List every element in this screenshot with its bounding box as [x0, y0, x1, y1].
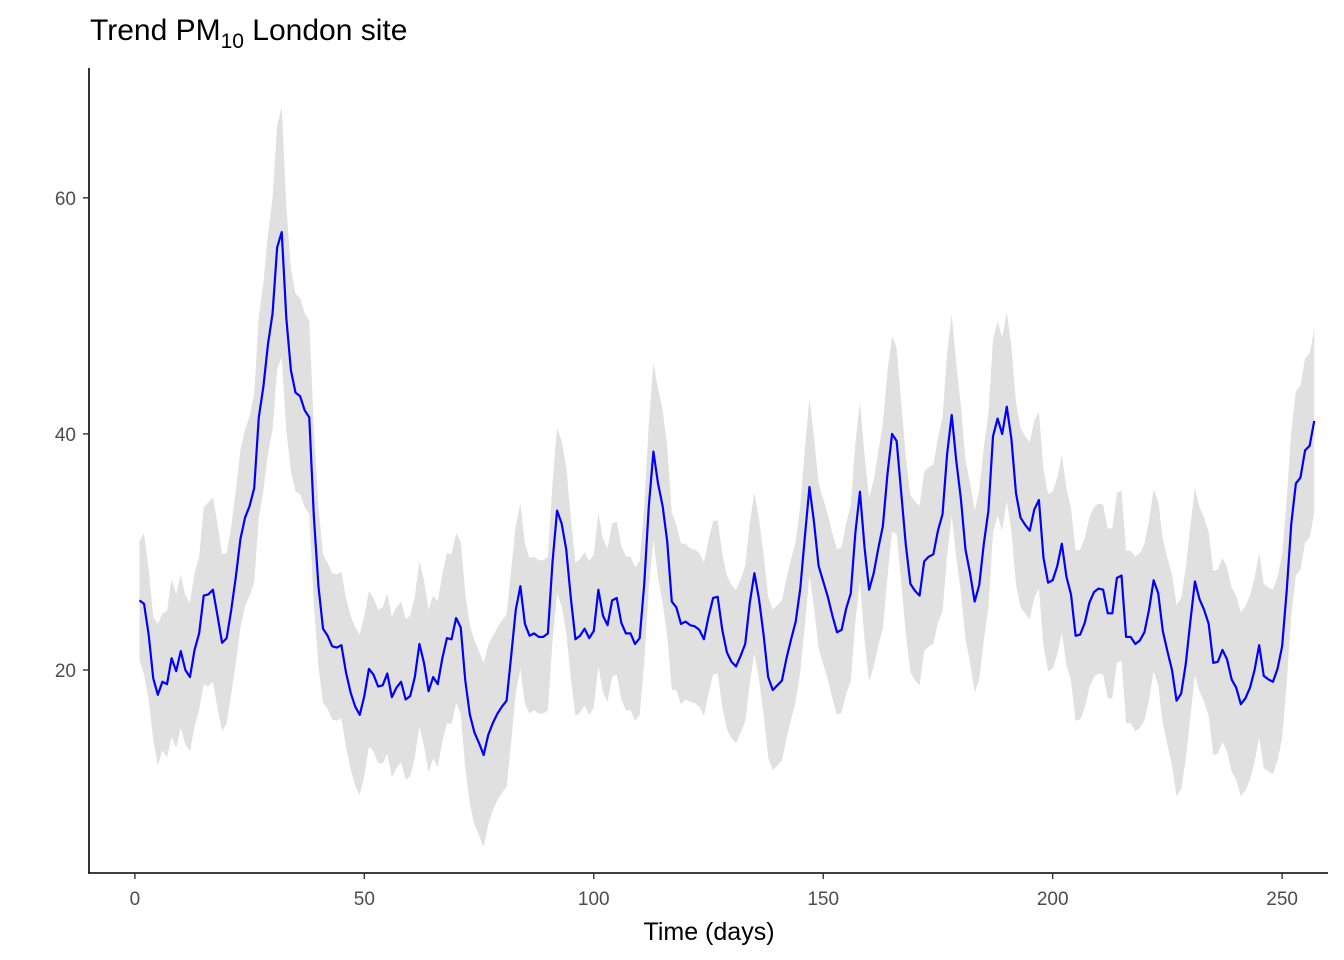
chart-title-subscript: 10: [221, 30, 244, 53]
x-tick-label: 0: [130, 889, 141, 910]
chart-title-main: Trend PM: [90, 14, 221, 47]
confidence-ribbon: [139, 106, 1315, 848]
y-tick-label: 20: [55, 661, 76, 682]
x-tick-label: 100: [578, 889, 610, 910]
axes-layer: [88, 68, 1328, 874]
y-tick-label: 60: [55, 189, 76, 210]
x-axis-title: Time (days): [643, 918, 774, 946]
trend-line: [138, 230, 1316, 757]
chart-title: Trend PM10 London site: [90, 14, 407, 53]
x-tick-label: 50: [354, 889, 375, 910]
y-ticks: 20 40 60: [55, 189, 89, 682]
x-ticks: 0 50 100 150 200 250: [130, 873, 1298, 910]
x-tick-label: 200: [1037, 889, 1069, 910]
trend-line-layer: [138, 230, 1316, 757]
confidence-ribbon-layer: [139, 106, 1315, 848]
x-tick-label: 150: [807, 889, 839, 910]
chart-title-suffix: London site: [244, 14, 407, 47]
x-tick-label: 250: [1266, 889, 1298, 910]
y-tick-label: 40: [55, 425, 76, 446]
